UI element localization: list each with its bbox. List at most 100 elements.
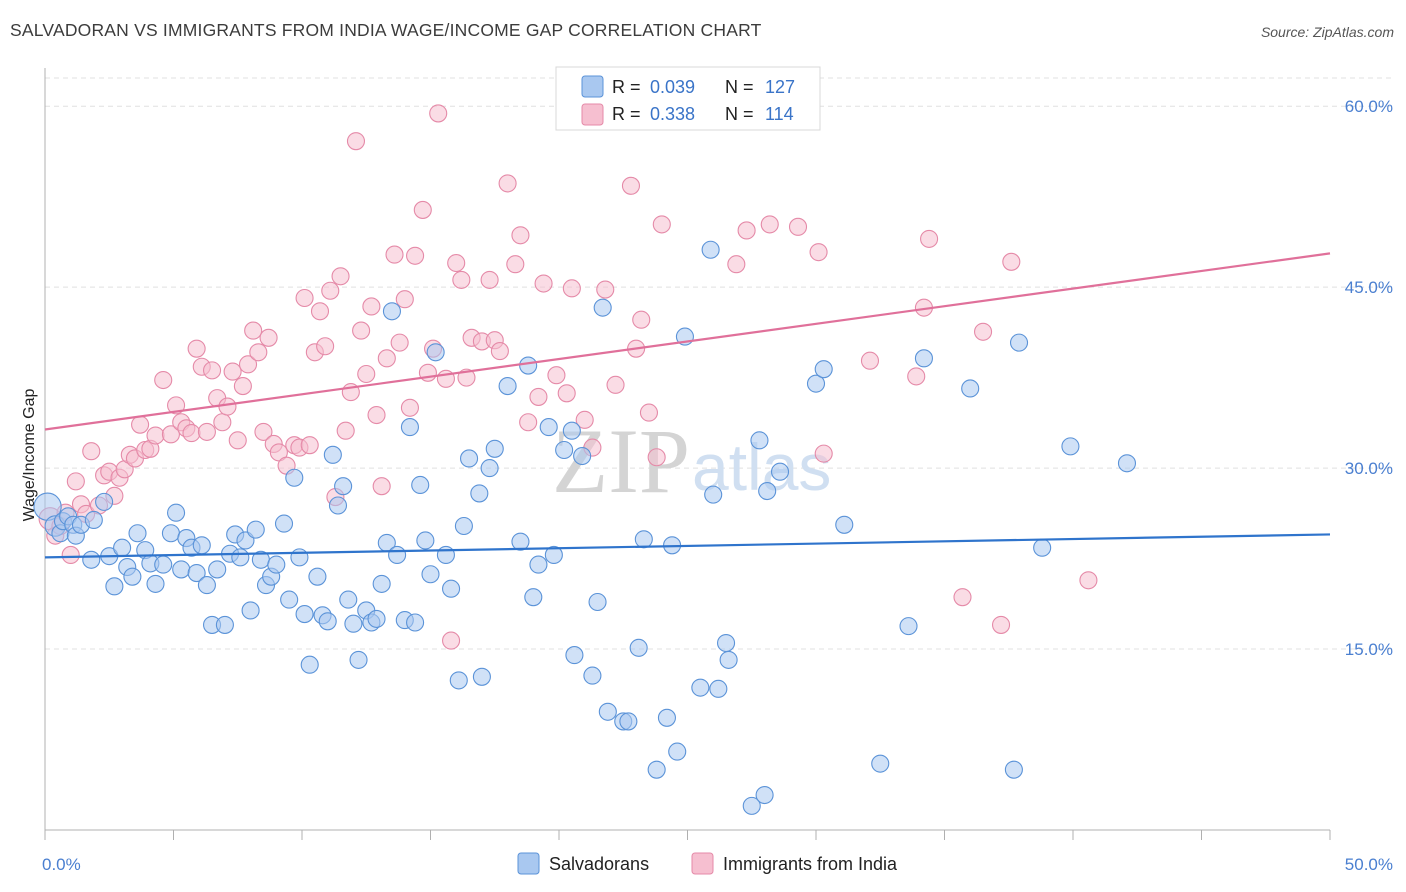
salvadoran-point — [280, 590, 299, 609]
india-point — [953, 588, 972, 607]
india-point — [223, 362, 242, 381]
india-point — [336, 421, 355, 440]
legend-swatch-blue — [581, 75, 604, 98]
india-point — [534, 274, 553, 293]
india-point — [131, 415, 150, 434]
india-point — [377, 349, 396, 368]
legend-label-india: Immigrants from India — [723, 854, 898, 874]
india-point — [66, 472, 85, 491]
salvadoran-point — [470, 484, 489, 503]
india-point — [385, 245, 404, 264]
trend-lines — [44, 252, 1331, 559]
salvadoran-point — [231, 548, 250, 567]
india-point — [621, 176, 641, 195]
india-point — [814, 444, 833, 463]
salvadoran-point — [709, 679, 728, 698]
salvadoran-point — [598, 702, 617, 721]
india-point — [529, 387, 548, 406]
legend-r-value-1: 0.039 — [650, 77, 695, 97]
salvadoran-point — [274, 514, 294, 533]
salvadoran-point — [95, 492, 114, 511]
y-tick-label: 60.0% — [1345, 97, 1393, 116]
salvadoran-point — [814, 360, 833, 379]
x-tick-label: 50.0% — [1345, 855, 1393, 874]
india-point — [1079, 571, 1098, 590]
salvadoran-point — [300, 655, 319, 674]
salvadoran-point — [755, 785, 774, 805]
india-point — [352, 321, 371, 340]
salvadoran-point — [719, 650, 738, 669]
salvadoran-point — [1117, 454, 1137, 473]
salvadoran-point — [208, 560, 227, 579]
legend-n-label-2: N = — [725, 104, 754, 124]
salvadoran-point — [583, 666, 602, 685]
legend-r-label-1: R = — [612, 77, 641, 97]
salvadoran-point — [806, 374, 826, 393]
salvadoran-point — [339, 590, 358, 609]
legend-label-salvadorans: Salvadorans — [549, 854, 649, 874]
legend-n-value-2: 114 — [765, 104, 794, 124]
axes — [44, 68, 1331, 840]
salvadoran-point — [406, 613, 425, 632]
salvadoran-point — [634, 530, 653, 549]
salvadoran-point — [426, 343, 445, 362]
salvadoran-point — [123, 567, 142, 586]
india-point — [372, 477, 391, 496]
salvadoran-point — [519, 356, 538, 375]
salvadoran-point — [128, 524, 147, 543]
salvadoran-point — [480, 459, 499, 478]
india-point — [154, 370, 173, 390]
salvadoran-point — [328, 496, 348, 515]
y-tick-label: 45.0% — [1345, 278, 1393, 297]
salvadoran-point — [485, 439, 504, 458]
salvadoran-point — [555, 440, 574, 460]
india-point — [362, 297, 381, 316]
india-point — [82, 442, 101, 461]
salvadoran-point — [529, 555, 548, 574]
salvadoran-point — [241, 601, 260, 620]
tick-labels: 15.0% 30.0% 45.0% 60.0% 0.0% 50.0% — [42, 97, 1393, 874]
salvadoran-point — [871, 754, 890, 773]
india-point — [506, 255, 525, 274]
legend-r-value-2: 0.338 — [650, 104, 695, 124]
india-point — [346, 132, 366, 151]
salvadoran-point — [835, 515, 854, 534]
india-point — [809, 243, 828, 262]
salvadoran-point — [84, 510, 103, 530]
salvadoran-point — [742, 796, 761, 815]
india-point — [367, 405, 386, 425]
stats-legend: R = 0.039 N = 127 R = 0.338 N = 114 — [555, 66, 821, 131]
india-point — [920, 229, 939, 248]
salvadoran-point — [701, 240, 720, 259]
india-point — [498, 174, 517, 193]
x-tick-label: 0.0% — [42, 855, 81, 874]
india-point — [228, 431, 247, 450]
india-trend-line — [44, 252, 1331, 431]
india-point — [400, 398, 419, 417]
india-point — [390, 333, 409, 352]
salvadoran-point — [416, 531, 435, 550]
india-point — [860, 351, 880, 370]
salvadoran-point — [691, 678, 710, 697]
salvadoran-point — [167, 503, 186, 522]
india-point — [331, 267, 350, 286]
india-point — [413, 200, 432, 219]
salvadoran-point — [197, 576, 216, 595]
salvadoran-point — [1009, 333, 1029, 352]
india-point — [652, 215, 671, 234]
salvadoran-point — [511, 532, 530, 551]
salvadoran-point — [899, 617, 918, 636]
india-point — [213, 413, 232, 432]
india-point — [197, 422, 216, 441]
salvadoran-point — [411, 475, 430, 495]
salvadoran-point — [113, 538, 132, 557]
legend-swatch-pink — [581, 103, 604, 126]
india-point — [442, 631, 461, 650]
salvadoran-point — [629, 638, 648, 657]
salvadoran-point — [215, 615, 234, 634]
salvadoran-point — [565, 646, 584, 665]
india-point — [447, 253, 466, 273]
salvadoran-point — [367, 609, 386, 628]
salvadoran-point — [246, 520, 265, 539]
